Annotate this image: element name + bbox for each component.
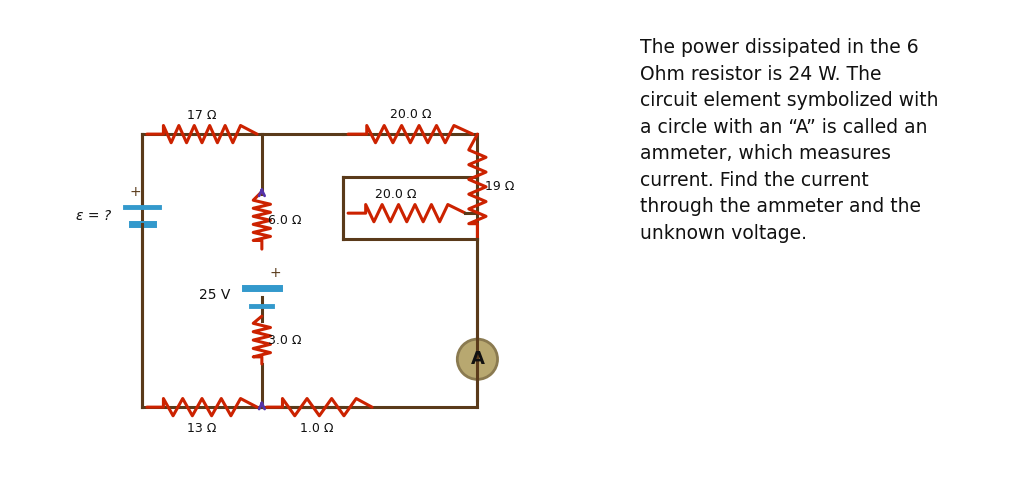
Text: ε = ?: ε = ? [76,208,111,223]
Text: 19 Ω: 19 Ω [484,180,514,194]
Text: 20.0 Ω: 20.0 Ω [389,108,431,121]
Text: +: + [269,266,281,280]
Circle shape [458,339,498,379]
Text: 6.0 Ω: 6.0 Ω [267,214,301,227]
Text: 3.0 Ω: 3.0 Ω [267,333,301,347]
Text: The power dissipated in the 6
Ohm resistor is 24 W. The
circuit element symboliz: The power dissipated in the 6 Ohm resist… [640,38,938,243]
Text: 17 Ω: 17 Ω [187,109,217,122]
Text: 20.0 Ω: 20.0 Ω [375,188,417,201]
Text: +: + [129,185,140,199]
Text: A: A [470,350,484,368]
Text: 13 Ω: 13 Ω [187,422,217,434]
Text: 25 V: 25 V [200,287,230,302]
Text: 1.0 Ω: 1.0 Ω [300,422,334,434]
